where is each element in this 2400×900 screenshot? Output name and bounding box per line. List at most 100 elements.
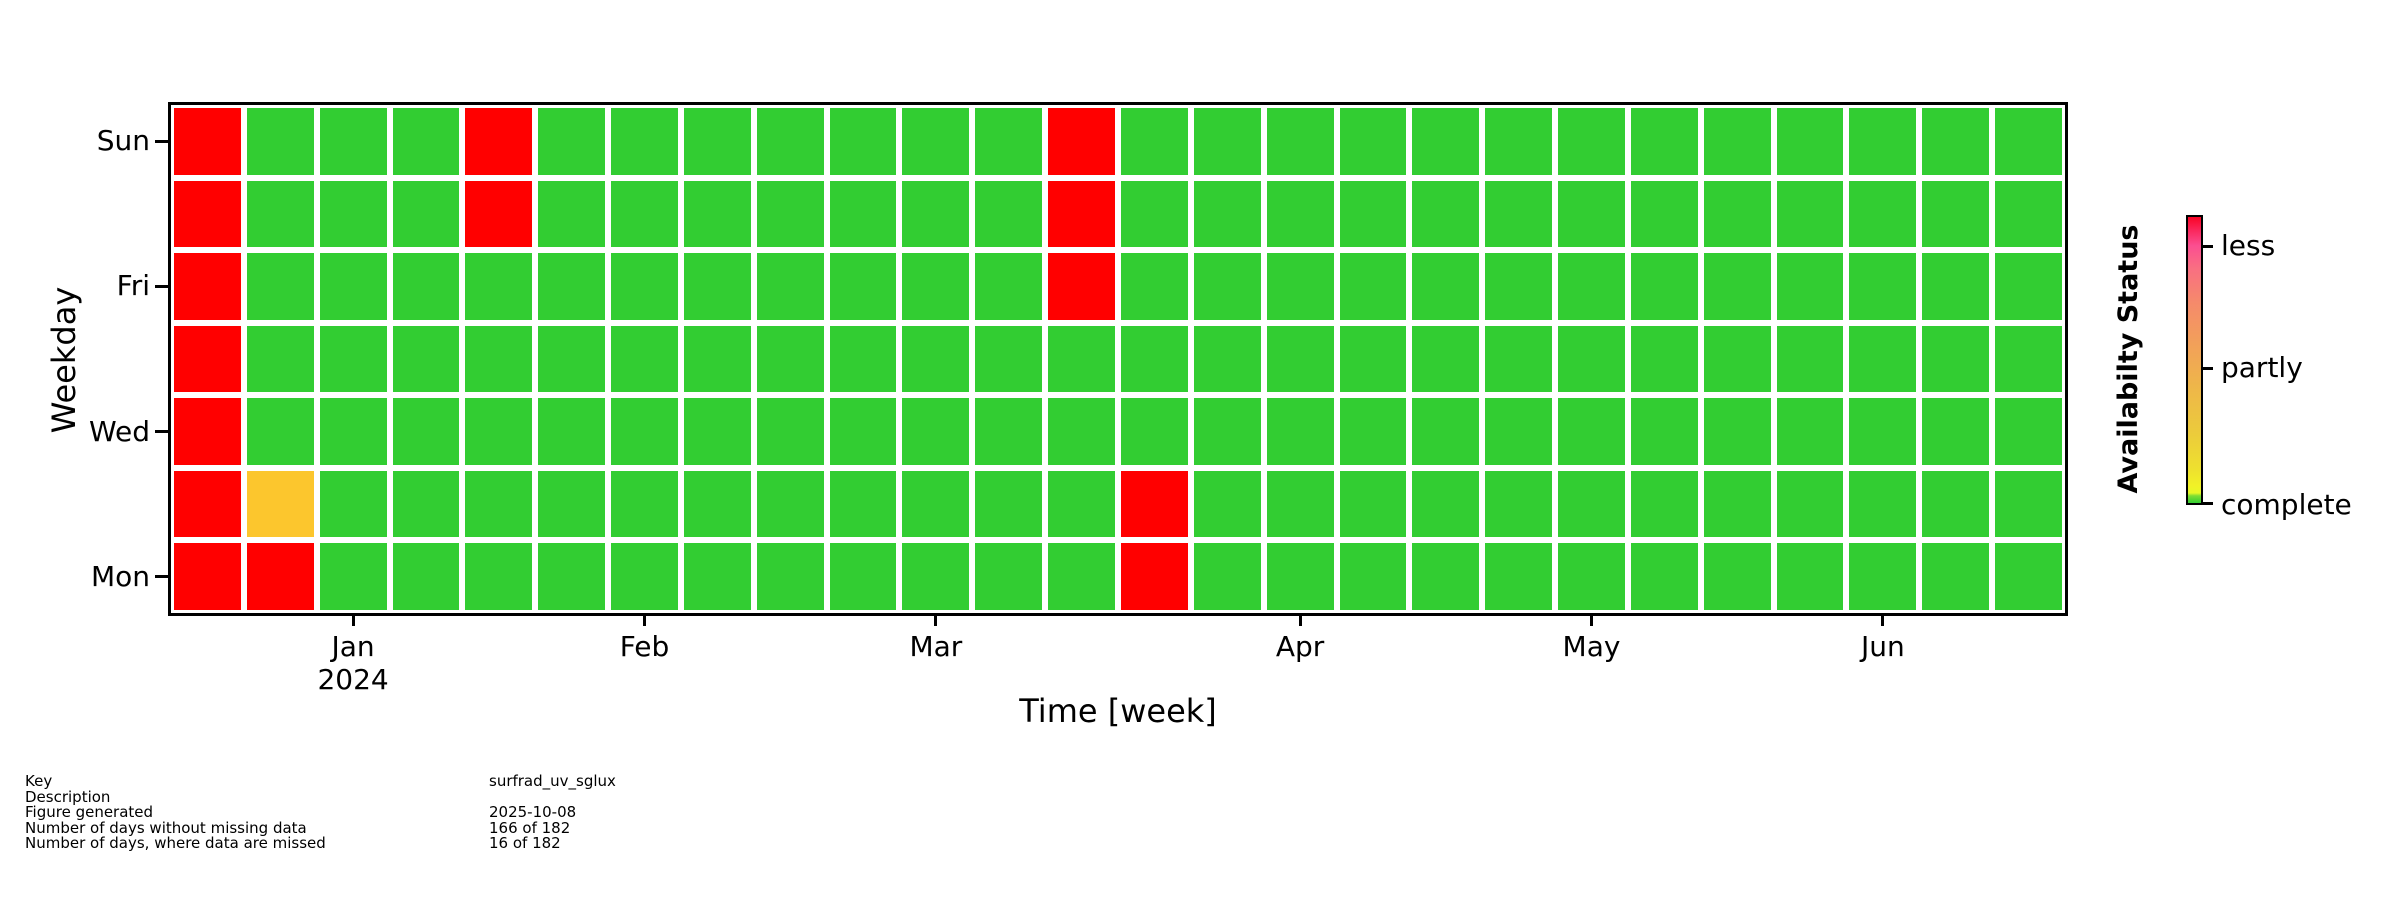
heatmap-cell bbox=[1485, 108, 1553, 175]
colorbar-tick-label: partly bbox=[2221, 351, 2303, 385]
heatmap-cell bbox=[392, 398, 460, 465]
heatmap-cell bbox=[1630, 470, 1698, 538]
heatmap-cell bbox=[829, 543, 897, 610]
heatmap-cell bbox=[611, 180, 678, 248]
x-tick-label: Mar bbox=[909, 630, 963, 663]
y-tick-label: Wed bbox=[88, 414, 150, 448]
heatmap-cell bbox=[1558, 108, 1625, 175]
info-row-label: Description bbox=[25, 787, 111, 806]
heatmap-cell bbox=[1266, 325, 1334, 393]
heatmap-cell bbox=[1485, 253, 1553, 320]
heatmap-cell bbox=[1193, 325, 1261, 393]
heatmap-cell bbox=[174, 108, 241, 175]
heatmap-cell bbox=[246, 325, 314, 393]
heatmap-cell bbox=[1193, 470, 1261, 538]
heatmap-cell bbox=[1193, 543, 1261, 610]
heatmap-cell bbox=[902, 253, 970, 320]
heatmap-grid bbox=[171, 105, 2065, 613]
colorbar-tick-mark bbox=[2203, 366, 2213, 370]
info-row-value: 16 of 182 bbox=[489, 834, 561, 852]
heatmap-cell bbox=[1120, 543, 1188, 610]
info-row-value: 2025-10-08 bbox=[489, 803, 577, 821]
heatmap-cell bbox=[465, 253, 533, 320]
x-tick-mark bbox=[1298, 616, 1302, 626]
heatmap-cell bbox=[1849, 180, 1917, 248]
heatmap-cell bbox=[1703, 253, 1771, 320]
heatmap-cell bbox=[1266, 470, 1334, 538]
heatmap-cell bbox=[683, 470, 751, 538]
heatmap-cell bbox=[538, 470, 606, 538]
heatmap-cell bbox=[1339, 108, 1407, 175]
heatmap-cell bbox=[1266, 253, 1334, 320]
info-row-value: surfrad_uv_sglux bbox=[489, 772, 616, 790]
heatmap-cell bbox=[829, 470, 897, 538]
heatmap-cell bbox=[1849, 108, 1917, 175]
heatmap-cell bbox=[1995, 325, 2062, 393]
x-tick-mark bbox=[351, 616, 355, 626]
heatmap-cell bbox=[538, 108, 606, 175]
heatmap-cell bbox=[1193, 108, 1261, 175]
heatmap-cell bbox=[319, 398, 387, 465]
heatmap-cell bbox=[1339, 180, 1407, 248]
heatmap-cell bbox=[1849, 398, 1917, 465]
heatmap-cell bbox=[756, 470, 824, 538]
x-tick-year-label: 2024 bbox=[317, 663, 389, 696]
heatmap-cell bbox=[465, 543, 533, 610]
heatmap-cell bbox=[756, 253, 824, 320]
x-tick-mark bbox=[1590, 616, 1593, 626]
heatmap-cell bbox=[465, 180, 533, 248]
heatmap-cell bbox=[829, 180, 897, 248]
heatmap-cell bbox=[1120, 470, 1188, 538]
heatmap-cell bbox=[1558, 543, 1625, 610]
heatmap-cell bbox=[1995, 180, 2062, 248]
heatmap-cell bbox=[975, 470, 1043, 538]
heatmap-cell bbox=[1630, 253, 1698, 320]
colorbar-tick-mark bbox=[2203, 244, 2213, 248]
heatmap-cell bbox=[1922, 543, 1990, 610]
y-tick-mark bbox=[155, 284, 168, 288]
heatmap-cell bbox=[319, 470, 387, 538]
heatmap-cell bbox=[1412, 253, 1480, 320]
heatmap-cell bbox=[902, 543, 970, 610]
y-tick-label: Mon bbox=[90, 559, 150, 593]
info-row-value: 166 of 182 bbox=[489, 818, 571, 837]
heatmap-cell bbox=[174, 180, 241, 248]
heatmap-cell bbox=[975, 253, 1043, 320]
heatmap-cell bbox=[1339, 325, 1407, 393]
y-tick-label: Sun bbox=[96, 124, 150, 158]
heatmap-cell bbox=[611, 470, 678, 538]
heatmap-cell bbox=[1922, 180, 1990, 248]
heatmap-cell bbox=[246, 543, 314, 610]
heatmap-cell bbox=[1412, 325, 1480, 393]
heatmap-cell bbox=[975, 398, 1043, 465]
heatmap-cell bbox=[465, 398, 533, 465]
heatmap-cell bbox=[1120, 180, 1188, 248]
heatmap-cell bbox=[975, 325, 1043, 393]
heatmap-cell bbox=[683, 253, 751, 320]
heatmap-cell bbox=[902, 470, 970, 538]
heatmap-cell bbox=[392, 108, 460, 175]
heatmap-cell bbox=[902, 180, 970, 248]
heatmap-cell bbox=[1048, 398, 1115, 465]
heatmap-cell bbox=[319, 108, 387, 175]
heatmap-cell bbox=[392, 543, 460, 610]
heatmap-cell bbox=[1266, 180, 1334, 248]
heatmap-cell bbox=[902, 108, 970, 175]
heatmap-cell bbox=[902, 398, 970, 465]
x-tick-label: Jan bbox=[331, 630, 375, 663]
heatmap-cell bbox=[538, 398, 606, 465]
heatmap-cell bbox=[1849, 543, 1917, 610]
heatmap-cell bbox=[246, 108, 314, 175]
heatmap-cell bbox=[1922, 108, 1990, 175]
heatmap-cell bbox=[319, 180, 387, 248]
heatmap-cell bbox=[246, 398, 314, 465]
heatmap-cell bbox=[174, 543, 241, 610]
heatmap-cell bbox=[1776, 180, 1844, 248]
heatmap-cell bbox=[1266, 543, 1334, 610]
y-axis-label: Weekday bbox=[45, 286, 83, 434]
heatmap-cell bbox=[1048, 253, 1115, 320]
heatmap-cell bbox=[829, 398, 897, 465]
heatmap-cell bbox=[611, 543, 678, 610]
heatmap-cell bbox=[1776, 543, 1844, 610]
colorbar-gradient bbox=[2188, 217, 2201, 503]
